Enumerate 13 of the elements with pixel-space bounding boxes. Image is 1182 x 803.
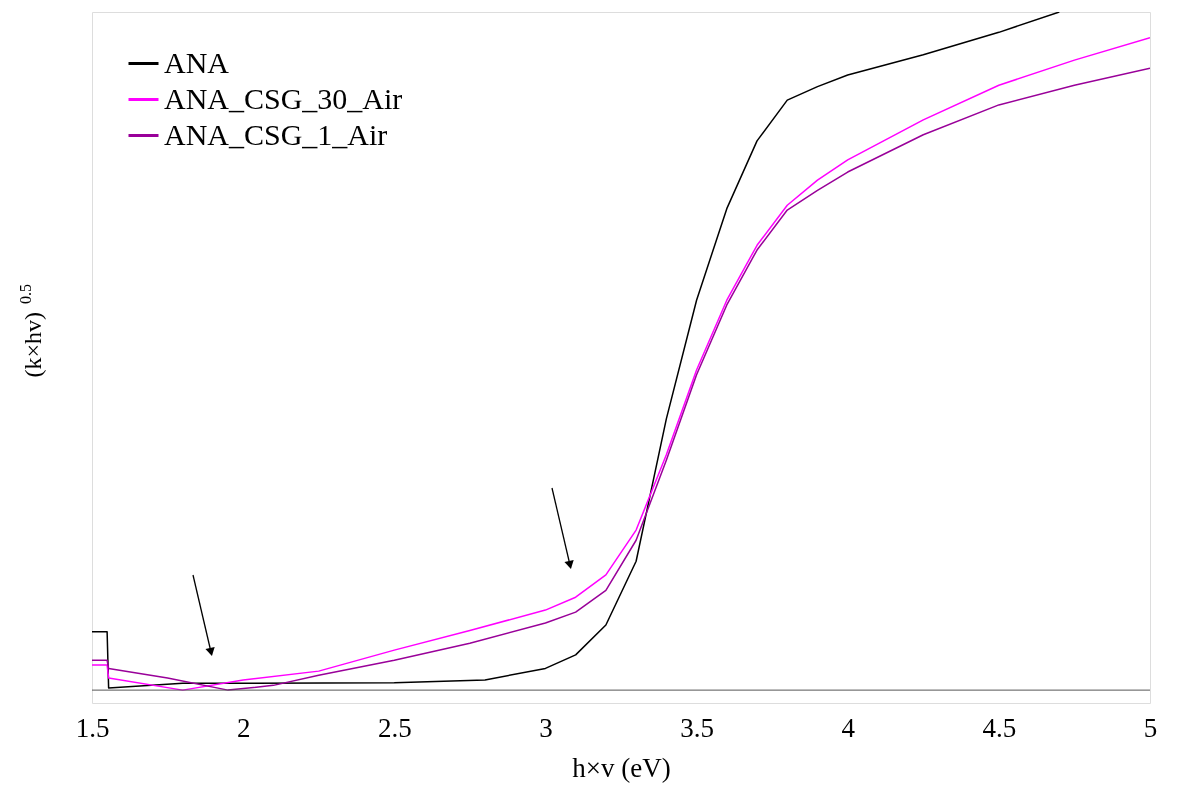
x-tick-label: 2: [236, 712, 251, 743]
x-tick-label: 3.5: [680, 712, 714, 743]
x-tick-label: 3: [539, 712, 553, 743]
legend-label: ANA: [164, 45, 230, 79]
x-tick-label: 4: [841, 712, 856, 743]
legend-label: ANA_CSG_30_Air: [164, 81, 403, 115]
x-tick-label: 2.5: [377, 712, 412, 743]
y-axis-title: (k×hv) 0.5: [17, 284, 46, 378]
x-tick-label: 1.5: [75, 712, 110, 743]
x-axis-title: h×v (eV): [572, 752, 671, 783]
x-tick-label: 5: [1143, 712, 1158, 743]
legend-label: ANA_CSG_1_Air: [164, 117, 388, 151]
x-tick-label: 4.5: [982, 712, 1017, 743]
